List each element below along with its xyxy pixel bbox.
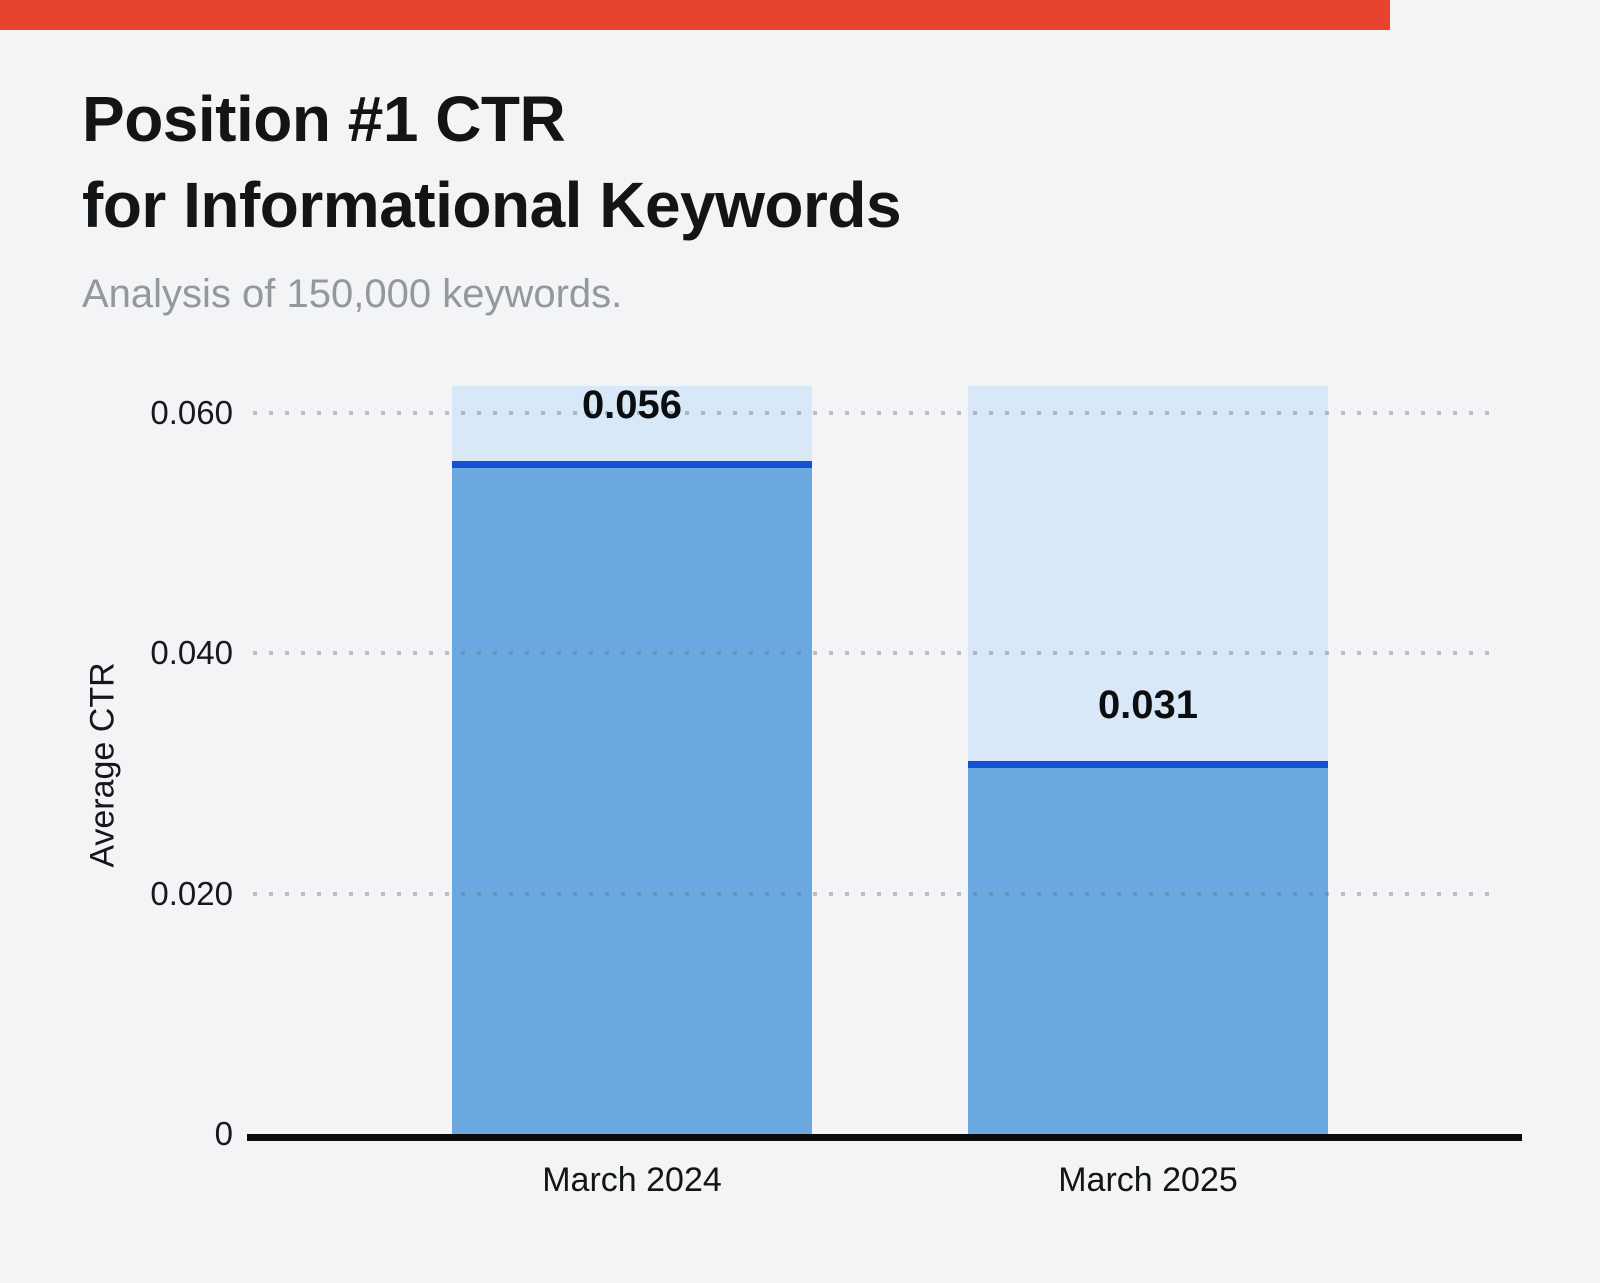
gridline <box>253 651 1493 656</box>
gridline <box>253 410 1493 415</box>
x-axis-label: March 2024 <box>542 1161 722 1199</box>
y-tick-label: 0.060 <box>150 393 233 431</box>
page-title-line-1: Position #1 CTR <box>82 83 566 155</box>
gridline <box>253 891 1493 896</box>
bar-value-label: 0.056 <box>581 383 683 428</box>
y-tick-label: 0 <box>214 1115 233 1152</box>
bar-fill <box>452 461 812 1134</box>
bar-value-label: 0.031 <box>1097 683 1199 728</box>
y-tick-label: 0.020 <box>150 874 233 912</box>
page-title: Position #1 CTR for Informational Keyword… <box>82 76 902 248</box>
x-axis-line <box>247 1134 1522 1141</box>
chart-subtitle: Analysis of 150,000 keywords. <box>82 272 623 316</box>
top-red-strip <box>0 0 1390 30</box>
x-axis-label: March 2025 <box>1058 1161 1238 1199</box>
y-axis-title: Average CTR <box>83 662 122 868</box>
y-tick-label: 0.040 <box>150 634 233 672</box>
chart-header: Position #1 CTR for Informational Keyword… <box>82 76 902 316</box>
bar-fill <box>968 761 1328 1134</box>
page-title-line-2: for Informational Keywords <box>82 169 902 241</box>
